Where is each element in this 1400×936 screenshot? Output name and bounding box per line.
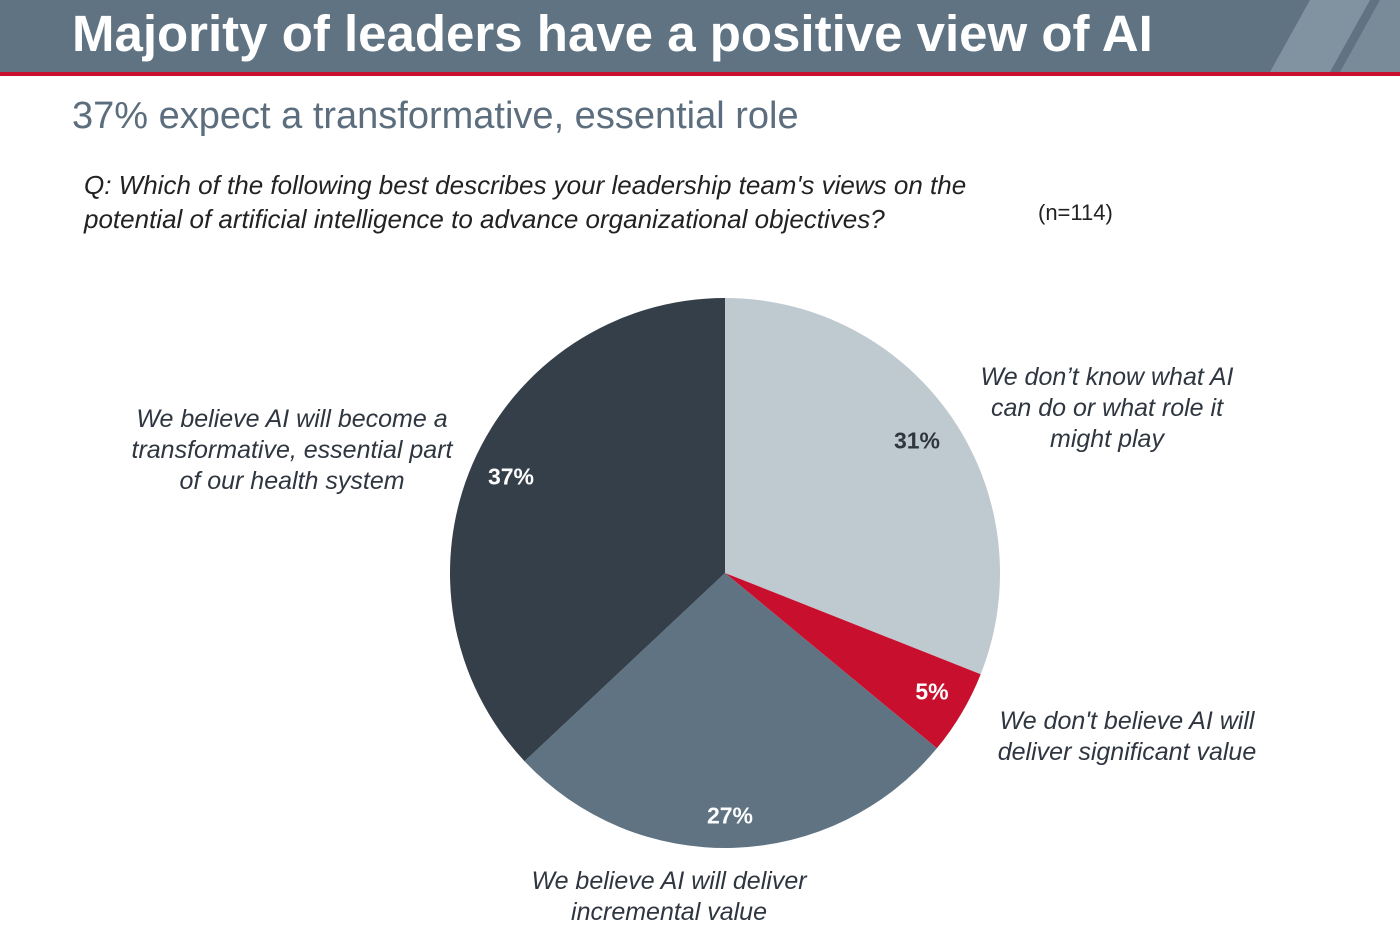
survey-question: Q: Which of the following best describes… <box>84 170 967 234</box>
pct-label-dont-know: 31% <box>893 427 941 454</box>
pct-label-incremental-value: 27% <box>706 802 754 829</box>
slice-label-no-significant-value: We don't believe AI will deliver signifi… <box>997 707 1257 766</box>
pie-slice-transformative <box>450 298 725 762</box>
pie-slice-incremental-value <box>524 573 937 848</box>
page-title: Majority of leaders have a positive view… <box>72 5 1153 62</box>
header-accent-line <box>0 72 1400 76</box>
pct-label-transformative: 37% <box>487 463 535 490</box>
header-chevron-decoration <box>1270 0 1400 72</box>
slice-label-transformative: We believe AI will become a transformati… <box>131 405 453 495</box>
pct-label-no-significant-value: 5% <box>915 678 949 705</box>
pie-slice-dont-know <box>725 298 1001 675</box>
header-bar: Majority of leaders have a positive view… <box>0 0 1400 72</box>
slice-label-dont-know: We don’t know what AI can do or what rol… <box>980 363 1234 453</box>
sample-size: (n=114) <box>1038 200 1113 225</box>
slice-label-incremental-value: We believe AI will deliver incremental v… <box>531 867 807 926</box>
pie-slice-no-significant-value <box>725 573 981 749</box>
subtitle: 37% expect a transformative, essential r… <box>72 95 799 137</box>
